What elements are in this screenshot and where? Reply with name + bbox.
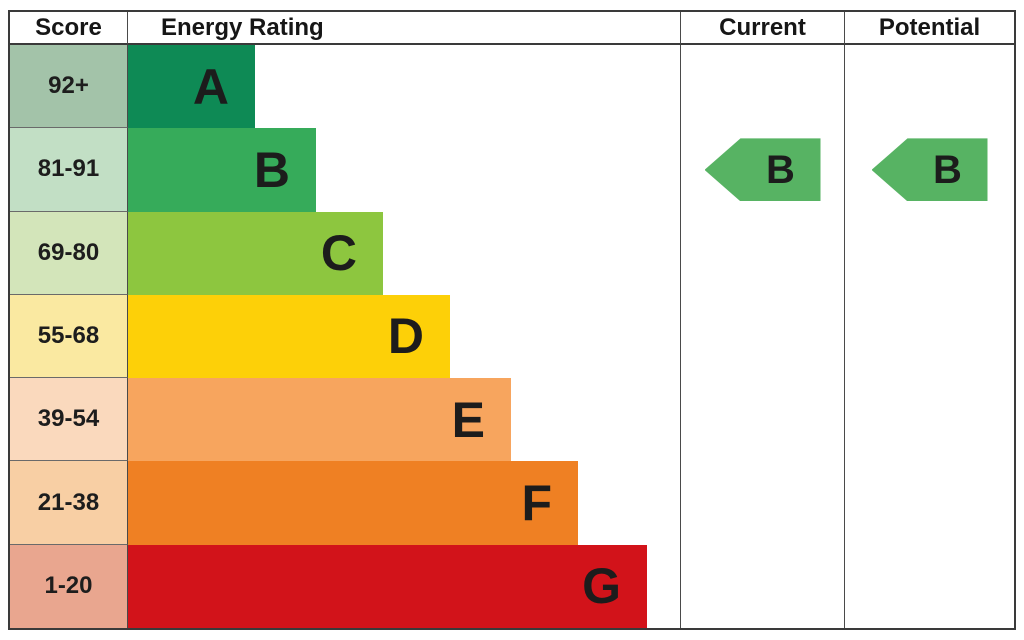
potential-cell-D <box>845 295 1014 378</box>
header-energy-rating: Energy Rating <box>128 12 681 45</box>
current-rating-arrow: B <box>704 138 821 202</box>
potential-rating-arrow: B <box>871 138 988 202</box>
rating-row-G: G <box>128 544 681 628</box>
header-potential: Potential <box>845 12 1014 45</box>
rating-letter-A: A <box>192 58 229 115</box>
rating-letter-G: G <box>582 558 621 615</box>
current-cell-B: B <box>681 128 845 212</box>
score-cell-D: 55-68 <box>10 294 128 379</box>
potential-cell-C <box>845 212 1014 295</box>
rating-row-C: C <box>128 211 681 295</box>
rating-letter-F: F <box>521 475 552 532</box>
score-cell-G: 1-20 <box>10 544 128 628</box>
rating-letter-C: C <box>320 225 357 282</box>
score-cell-F: 21-38 <box>10 461 128 545</box>
header-score: Score <box>10 12 128 45</box>
current-cell-G <box>681 544 845 628</box>
rating-row-E: E <box>128 378 681 462</box>
rating-row-F: F <box>128 461 681 545</box>
current-cell-F <box>681 461 845 545</box>
rating-letter-B: B <box>253 141 290 198</box>
epc-rating-table: Score Energy Rating Current Potential 92… <box>8 10 1016 630</box>
potential-cell-A <box>845 45 1014 128</box>
rating-bar-G: G <box>128 544 647 628</box>
rating-letter-E: E <box>451 391 485 448</box>
potential-cell-E <box>845 378 1014 461</box>
rating-row-B: B <box>128 128 681 212</box>
potential-cell-F <box>845 461 1014 544</box>
potential-cell-G <box>845 545 1014 628</box>
rating-letter-D: D <box>387 308 424 365</box>
potential-cell-B: B <box>845 128 1014 211</box>
potential-rating-letter: B <box>933 147 962 192</box>
current-rating-letter: B <box>766 147 795 192</box>
rating-bar-F: F <box>128 461 578 545</box>
score-cell-C: 69-80 <box>10 211 128 295</box>
rating-bar-D: D <box>128 294 450 379</box>
current-cell-C <box>681 211 845 295</box>
current-cell-D <box>681 294 845 379</box>
rating-bar-A: A <box>128 45 255 129</box>
rating-row-A: A <box>128 45 681 129</box>
current-cell-E <box>681 378 845 462</box>
score-cell-B: 81-91 <box>10 128 128 212</box>
score-cell-E: 39-54 <box>10 378 128 462</box>
rating-row-D: D <box>128 294 681 379</box>
score-cell-A: 92+ <box>10 45 128 129</box>
rating-bar-E: E <box>128 378 511 462</box>
rating-bar-C: C <box>128 211 383 295</box>
rating-bar-B: B <box>128 128 316 212</box>
current-cell-A <box>681 45 845 129</box>
header-current: Current <box>681 12 845 45</box>
